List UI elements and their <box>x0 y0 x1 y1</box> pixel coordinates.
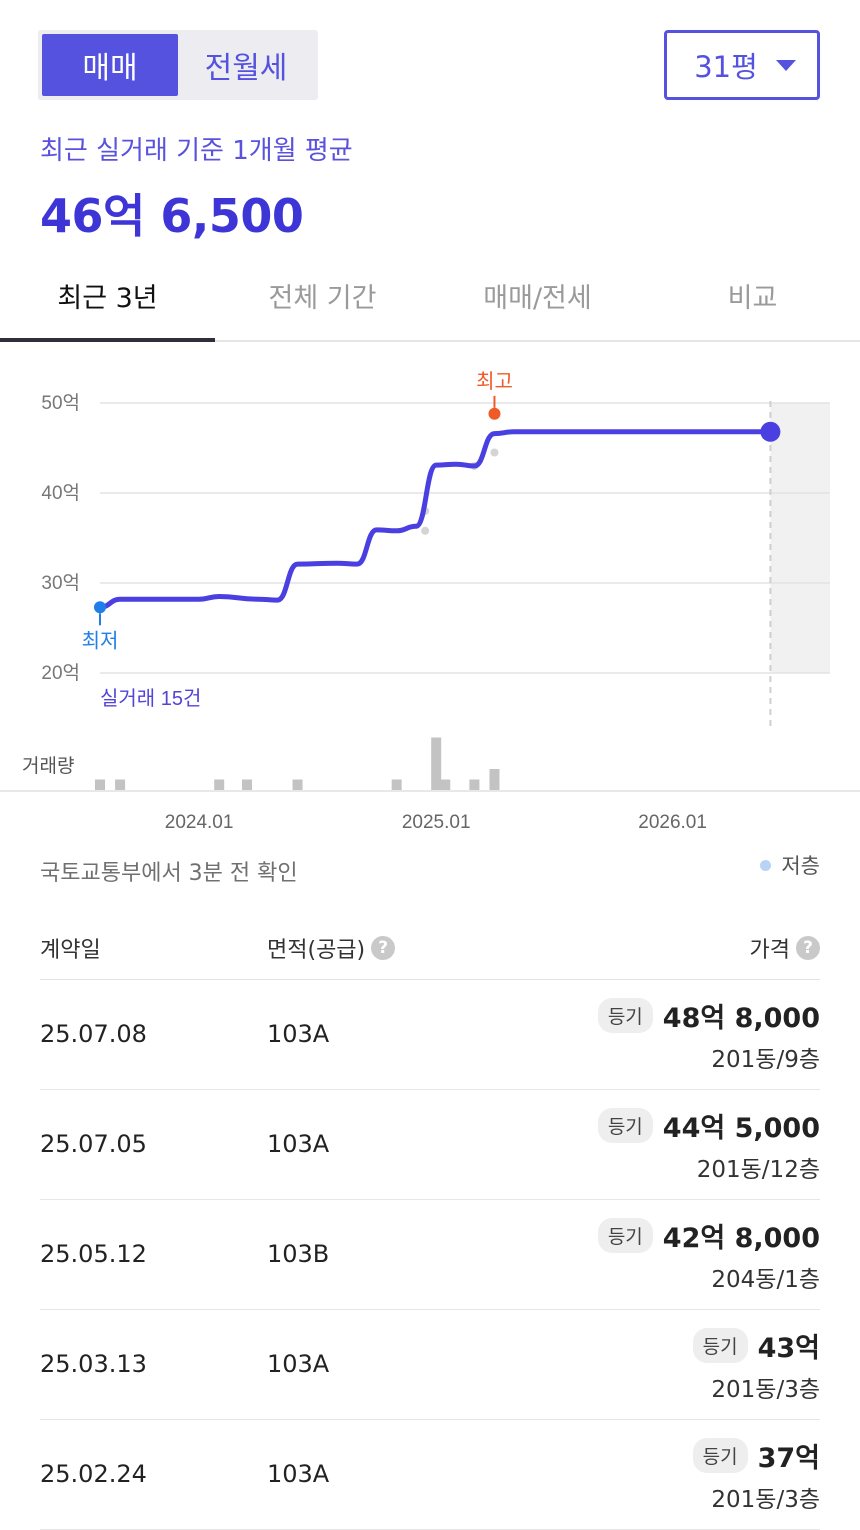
registered-badge: 등기 <box>692 1328 748 1363</box>
trade-type-toggle: 매매 전월세 <box>38 30 318 100</box>
table-row[interactable]: 25.03.13 103A 등기 43억 201동/3층 <box>40 1310 820 1420</box>
volume-bar <box>440 779 451 790</box>
building-floor: 201동/12층 <box>696 1157 820 1183</box>
y-tick-label: 50억 <box>41 392 80 414</box>
latest-price-point <box>760 421 781 442</box>
contract-date: 25.07.08 <box>40 1020 147 1048</box>
price-line: 등기 37억 <box>692 1436 820 1475</box>
registered-badge: 등기 <box>597 998 653 1033</box>
volume-bar <box>214 779 225 790</box>
area-type: 103A <box>267 1460 330 1488</box>
header-area: 면적(공급) ? <box>267 932 396 964</box>
table-row[interactable]: 25.02.24 103A 등기 37억 201동/3층 <box>40 1420 820 1530</box>
contract-date: 25.07.05 <box>40 1130 147 1158</box>
help-icon[interactable]: ? <box>371 936 396 960</box>
volume-label: 거래량 <box>22 755 74 777</box>
area-type: 103A <box>267 1350 330 1378</box>
forecast-region <box>770 403 830 673</box>
volume-bar <box>115 779 126 790</box>
volume-bar <box>431 737 442 790</box>
building-floor: 201동/3층 <box>711 1487 820 1513</box>
low-floor-legend-dot <box>760 859 772 871</box>
area-type: 103B <box>267 1240 330 1268</box>
y-tick-label: 40억 <box>41 482 80 504</box>
contract-date: 25.02.24 <box>40 1460 147 1488</box>
price-line: 등기 44억 5,000 <box>597 1106 820 1145</box>
contract-date: 25.03.13 <box>40 1350 147 1378</box>
deal-price: 48억 8,000 <box>662 1003 820 1034</box>
min-price-label: 최저 <box>82 629 119 652</box>
source-note: 국토교통부에서 3분 전 확인 <box>40 861 298 886</box>
volume-bar <box>469 779 480 790</box>
legend: 저층 <box>760 850 820 880</box>
x-tick-label: 2025.01 <box>402 812 471 833</box>
table-row[interactable]: 25.05.12 103B 등기 42억 8,000 204동/1층 <box>40 1200 820 1310</box>
tab-recent-3-years[interactable]: 최근 3년 <box>0 250 215 342</box>
registered-badge: 등기 <box>597 1218 653 1253</box>
table-row[interactable]: 25.07.08 103A 등기 48억 8,000 201동/9층 <box>40 980 820 1090</box>
deal-price: 37억 <box>757 1443 820 1474</box>
max-price-point <box>488 407 501 420</box>
deal-price: 43억 <box>757 1333 820 1364</box>
max-price-label: 최고 <box>476 370 513 393</box>
caret-down-icon <box>775 59 796 71</box>
volume-bar <box>489 769 500 790</box>
price-line: 등기 48억 8,000 <box>597 996 820 1035</box>
building-floor: 201동/3층 <box>711 1377 820 1403</box>
deal-price: 42억 8,000 <box>662 1223 820 1254</box>
trade-point <box>421 526 430 535</box>
trade-count-label: 실거래 15건 <box>100 687 201 710</box>
period-tabs: 최근 3년 전체 기간 매매/전세 비교 <box>0 250 860 342</box>
min-price-point <box>94 601 106 614</box>
building-floor: 204동/1층 <box>711 1267 820 1293</box>
building-floor: 201동/9층 <box>711 1047 820 1073</box>
area-type: 103A <box>267 1020 330 1048</box>
table-row[interactable]: 25.07.05 103A 등기 44억 5,000 201동/12층 <box>40 1090 820 1200</box>
y-tick-label: 20억 <box>41 662 80 684</box>
average-label: 최근 실거래 기준 1개월 평균 <box>40 136 353 166</box>
y-tick-label: 30억 <box>41 572 80 594</box>
area-size-dropdown[interactable]: 31평 <box>664 30 820 100</box>
tab-all-period[interactable]: 전체 기간 <box>268 282 377 314</box>
tab-sale-vs-jeonse[interactable]: 매매/전세 <box>483 282 592 314</box>
legend-label: 저층 <box>781 854 820 878</box>
registered-badge: 등기 <box>692 1438 748 1473</box>
header-price: 가격 ? <box>750 932 820 964</box>
tab-compare[interactable]: 비교 <box>727 282 778 314</box>
x-tick-label: 2024.01 <box>165 812 234 833</box>
registered-badge: 등기 <box>597 1108 653 1143</box>
volume-bar <box>95 779 105 790</box>
price-line: 등기 42억 8,000 <box>597 1216 820 1255</box>
contract-date: 25.05.12 <box>40 1240 147 1268</box>
transaction-table-header: 계약일 면적(공급) ? 가격 ? <box>40 912 820 980</box>
price-line: 등기 43억 <box>692 1326 820 1365</box>
transaction-list: 25.07.08 103A 등기 48억 8,000 201동/9층 25.07… <box>40 980 820 1530</box>
rent-toggle-button[interactable]: 전월세 <box>204 51 288 86</box>
deal-price: 44억 5,000 <box>662 1113 820 1144</box>
price-trend-line <box>97 429 773 610</box>
average-price: 46억 6,500 <box>40 189 304 243</box>
sale-toggle-button[interactable]: 매매 <box>42 34 178 96</box>
volume-bar <box>292 779 303 790</box>
header-date: 계약일 <box>40 938 101 963</box>
help-icon[interactable]: ? <box>796 936 820 960</box>
volume-bar <box>242 779 253 790</box>
area-size-value: 31평 <box>694 50 758 84</box>
trade-point <box>490 448 499 457</box>
x-tick-label: 2026.01 <box>638 812 707 833</box>
volume-bar <box>391 779 402 790</box>
area-type: 103A <box>267 1130 330 1158</box>
